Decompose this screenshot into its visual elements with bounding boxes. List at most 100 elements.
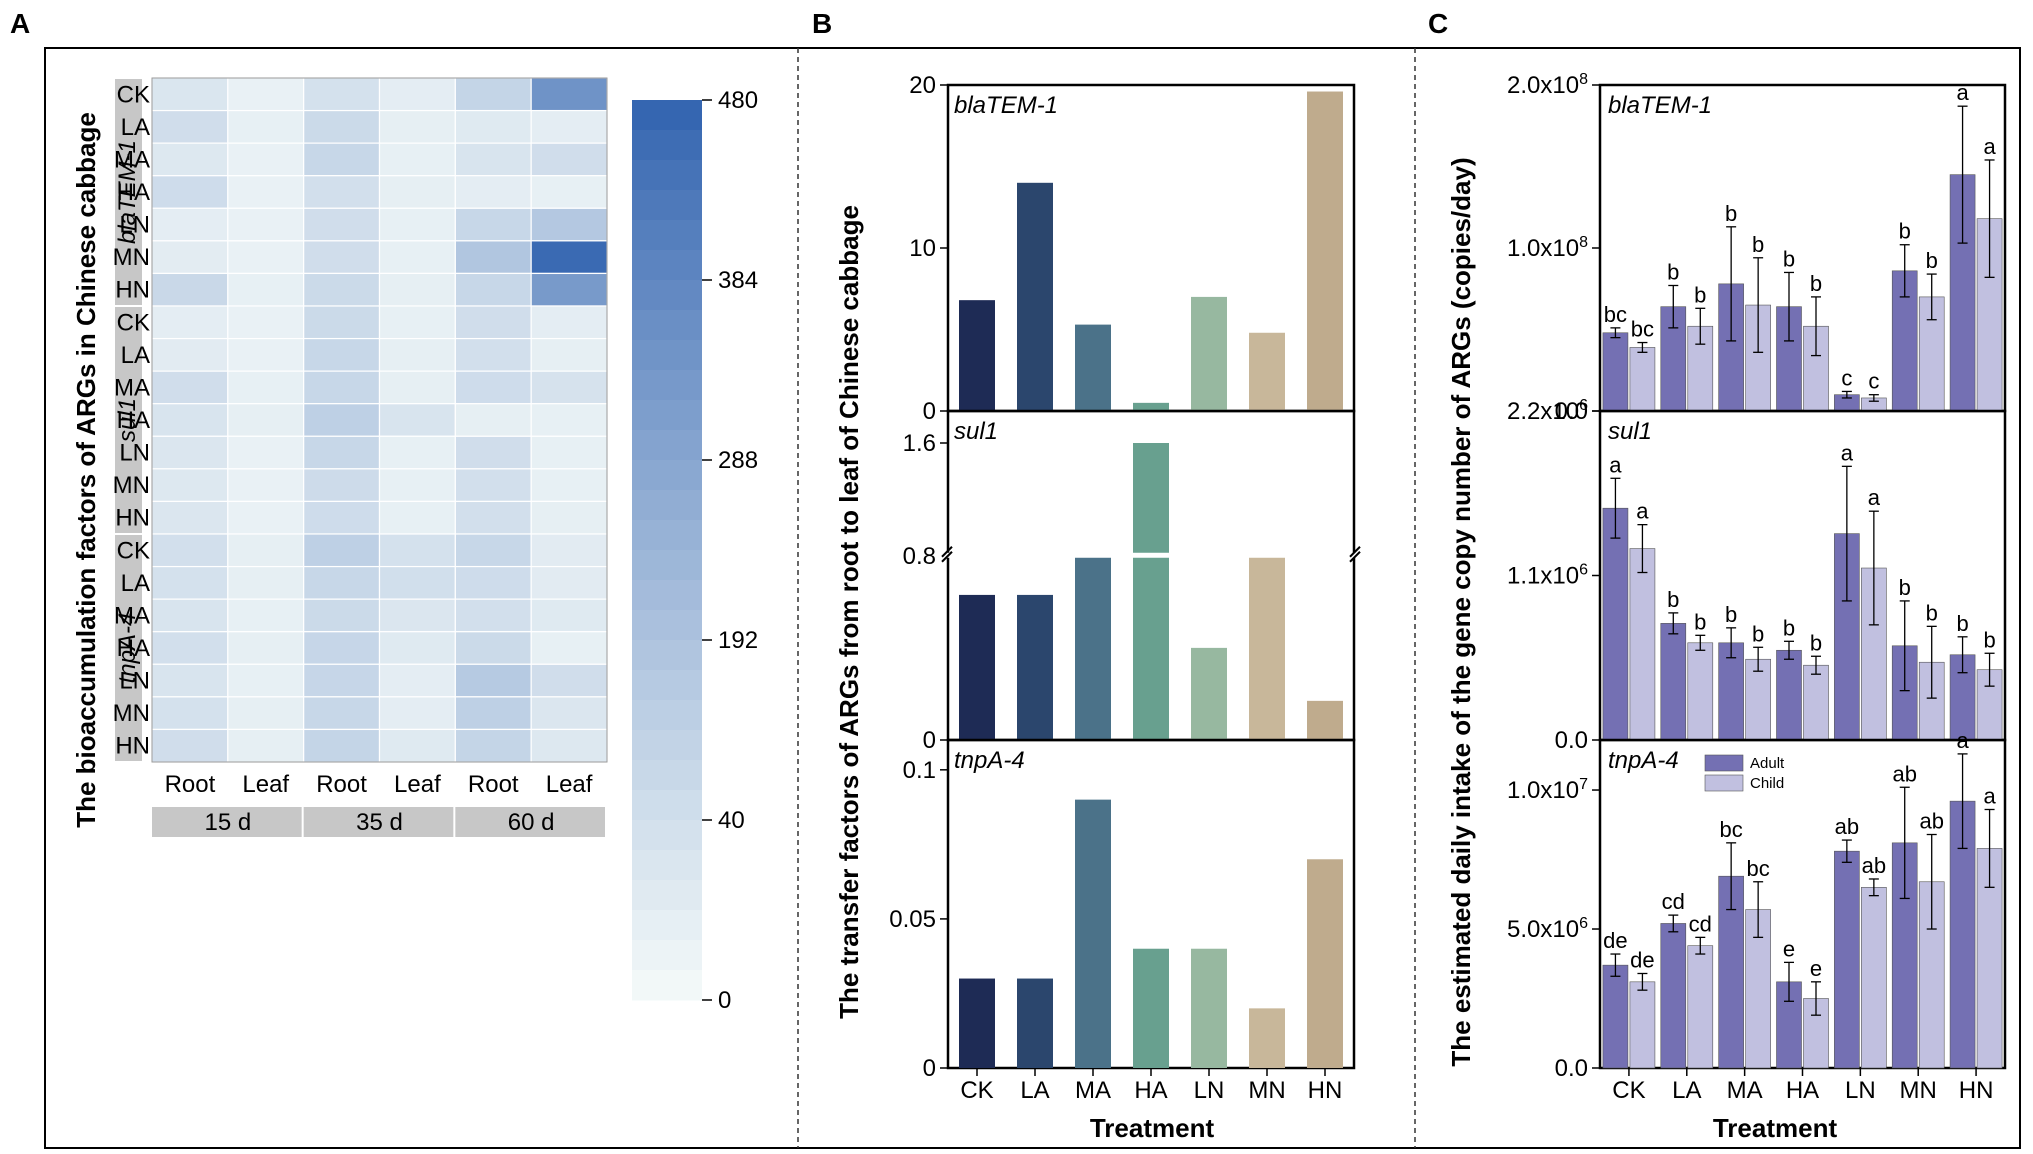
transfer-ytick-label: 0 <box>923 1055 936 1082</box>
intake-ytick-label: 0.0 <box>1555 398 1588 425</box>
transfer-bar-CK <box>959 594 995 740</box>
intake-significance-letter: b <box>1725 602 1737 627</box>
intake-bar-adult <box>1602 507 1629 741</box>
colorbar-step <box>632 250 702 281</box>
colorbar-step <box>632 640 702 671</box>
transfer-gene-label: tnpA-4 <box>954 747 1025 774</box>
intake-bar-child <box>1803 325 1829 412</box>
intake-significance-letter: b <box>1926 600 1938 625</box>
intake-gene-label: blaTEM-1 <box>1608 92 1712 119</box>
transfer-ytick-label: 0 <box>923 398 936 425</box>
transfer-ytick-label: 1.6 <box>903 430 936 457</box>
heatmap-cell <box>151 207 229 242</box>
transfer-xtick-label: CK <box>960 1077 993 1104</box>
heatmap-cell <box>303 631 381 665</box>
heatmap-cell <box>378 337 456 372</box>
intake-ytick-label: 1.0x107 <box>1507 776 1588 804</box>
heatmap-cell <box>378 240 456 275</box>
intake-xtick-label: MN <box>1900 1077 1937 1104</box>
heatmap-cell <box>530 77 608 112</box>
intake-ytick-label: 5.0x106 <box>1507 915 1588 943</box>
transfer-bar-MN <box>1249 332 1285 411</box>
heatmap-row-label: MA <box>114 374 150 401</box>
intake-xtick-label: CK <box>1612 1077 1645 1104</box>
transfer-bar-MN <box>1249 1008 1285 1068</box>
intake-significance-letter: b <box>1783 615 1795 640</box>
heatmap-cell <box>303 240 381 275</box>
legend-swatch-child <box>1704 774 1744 792</box>
intake-significance-letter: b <box>1783 246 1795 271</box>
intake-bar-adult <box>1718 642 1744 741</box>
transfer-bar-MA <box>1075 324 1111 411</box>
transfer-xtick-label: MN <box>1248 1077 1285 1104</box>
transfer-gene-label: blaTEM-1 <box>954 92 1058 119</box>
heatmap-cell <box>303 305 381 340</box>
transfer-bar-LN <box>1191 296 1227 411</box>
heatmap-cell <box>530 142 608 177</box>
intake-significance-letter: cd <box>1689 911 1712 936</box>
transfer-bar-HN <box>1307 700 1343 740</box>
heatmap-cell <box>530 500 608 535</box>
heatmap-cell <box>454 142 532 177</box>
heatmap-cell <box>454 533 532 568</box>
heatmap-cell <box>151 305 229 340</box>
intake-significance-letter: ab <box>1862 853 1886 878</box>
panel-c-daily-intake: The estimated daily intake of the gene c… <box>1446 71 2007 1143</box>
transfer-bar-HN <box>1307 859 1343 1068</box>
colorbar-step <box>632 850 702 881</box>
intake-bar-adult <box>1834 850 1860 1069</box>
intake-ylabel: The estimated daily intake of the gene c… <box>1446 157 1476 1066</box>
heatmap-cell <box>303 728 381 763</box>
intake-significance-letter: cd <box>1662 889 1685 914</box>
heatmap-row-label: LN <box>119 440 150 467</box>
heatmap-border <box>151 77 608 763</box>
transfer-ytick-label: 10 <box>909 235 936 262</box>
intake-bar-child <box>1687 945 1714 1069</box>
transfer-xtick-label: LN <box>1194 1077 1225 1104</box>
intake-significance-letter: b <box>1752 621 1764 646</box>
intake-bar-adult <box>1602 332 1629 412</box>
transfer-bar-HA <box>1133 402 1169 411</box>
colorbar-tick-label: 192 <box>718 627 758 654</box>
intake-significance-letter: a <box>1841 440 1854 465</box>
intake-significance-letter: b <box>1899 575 1911 600</box>
heatmap-cell <box>530 207 608 242</box>
colorbar-step <box>632 460 702 491</box>
transfer-xtick-label: HN <box>1308 1077 1343 1104</box>
legend-label-adult: Adult <box>1750 755 1785 772</box>
heatmap-cell <box>378 565 456 600</box>
heatmap-cell <box>530 663 608 698</box>
heatmap-cell <box>151 337 229 372</box>
heatmap-cell <box>454 403 532 437</box>
transfer-ylabel: The transfer factors of ARGs from root t… <box>834 205 864 1019</box>
intake-significance-letter: a <box>1636 499 1649 524</box>
heatmap-row-label: LN <box>119 668 150 695</box>
heatmap-cell <box>151 77 229 112</box>
heatmap-row-label: LN <box>119 212 150 239</box>
colorbar-step <box>632 340 702 371</box>
intake-significance-letter: c <box>1868 369 1879 394</box>
intake-ytick-label: 2.2x106 <box>1507 397 1588 425</box>
colorbar-step <box>632 400 702 431</box>
heatmap-ylabel: The bioaccumulation factors of ARGs in C… <box>71 112 101 828</box>
heatmap-cell <box>151 468 229 503</box>
heatmap-cell <box>378 533 456 568</box>
heatmap-cell <box>378 370 456 405</box>
intake-ytick-label: 1.0x108 <box>1507 234 1588 262</box>
colorbar-step <box>632 190 702 221</box>
heatmap-col-label: Root <box>468 771 519 798</box>
heatmap-time-label: 60 d <box>508 809 555 836</box>
intake-significance-letter: b <box>1810 271 1822 296</box>
heatmap-cell <box>303 663 381 698</box>
heatmap-cell <box>151 175 229 209</box>
heatmap-cell <box>378 500 456 535</box>
colorbar-step <box>632 820 702 851</box>
heatmap-row-label: HN <box>115 505 150 532</box>
heatmap-cell <box>303 500 381 535</box>
transfer-bar-HA <box>1133 443 1169 740</box>
heatmap-cell <box>530 696 608 731</box>
heatmap-row-label: LA <box>121 342 150 369</box>
heatmap-cell <box>454 305 532 340</box>
heatmap-col-label: Root <box>165 771 216 798</box>
heatmap-cell <box>227 468 305 503</box>
